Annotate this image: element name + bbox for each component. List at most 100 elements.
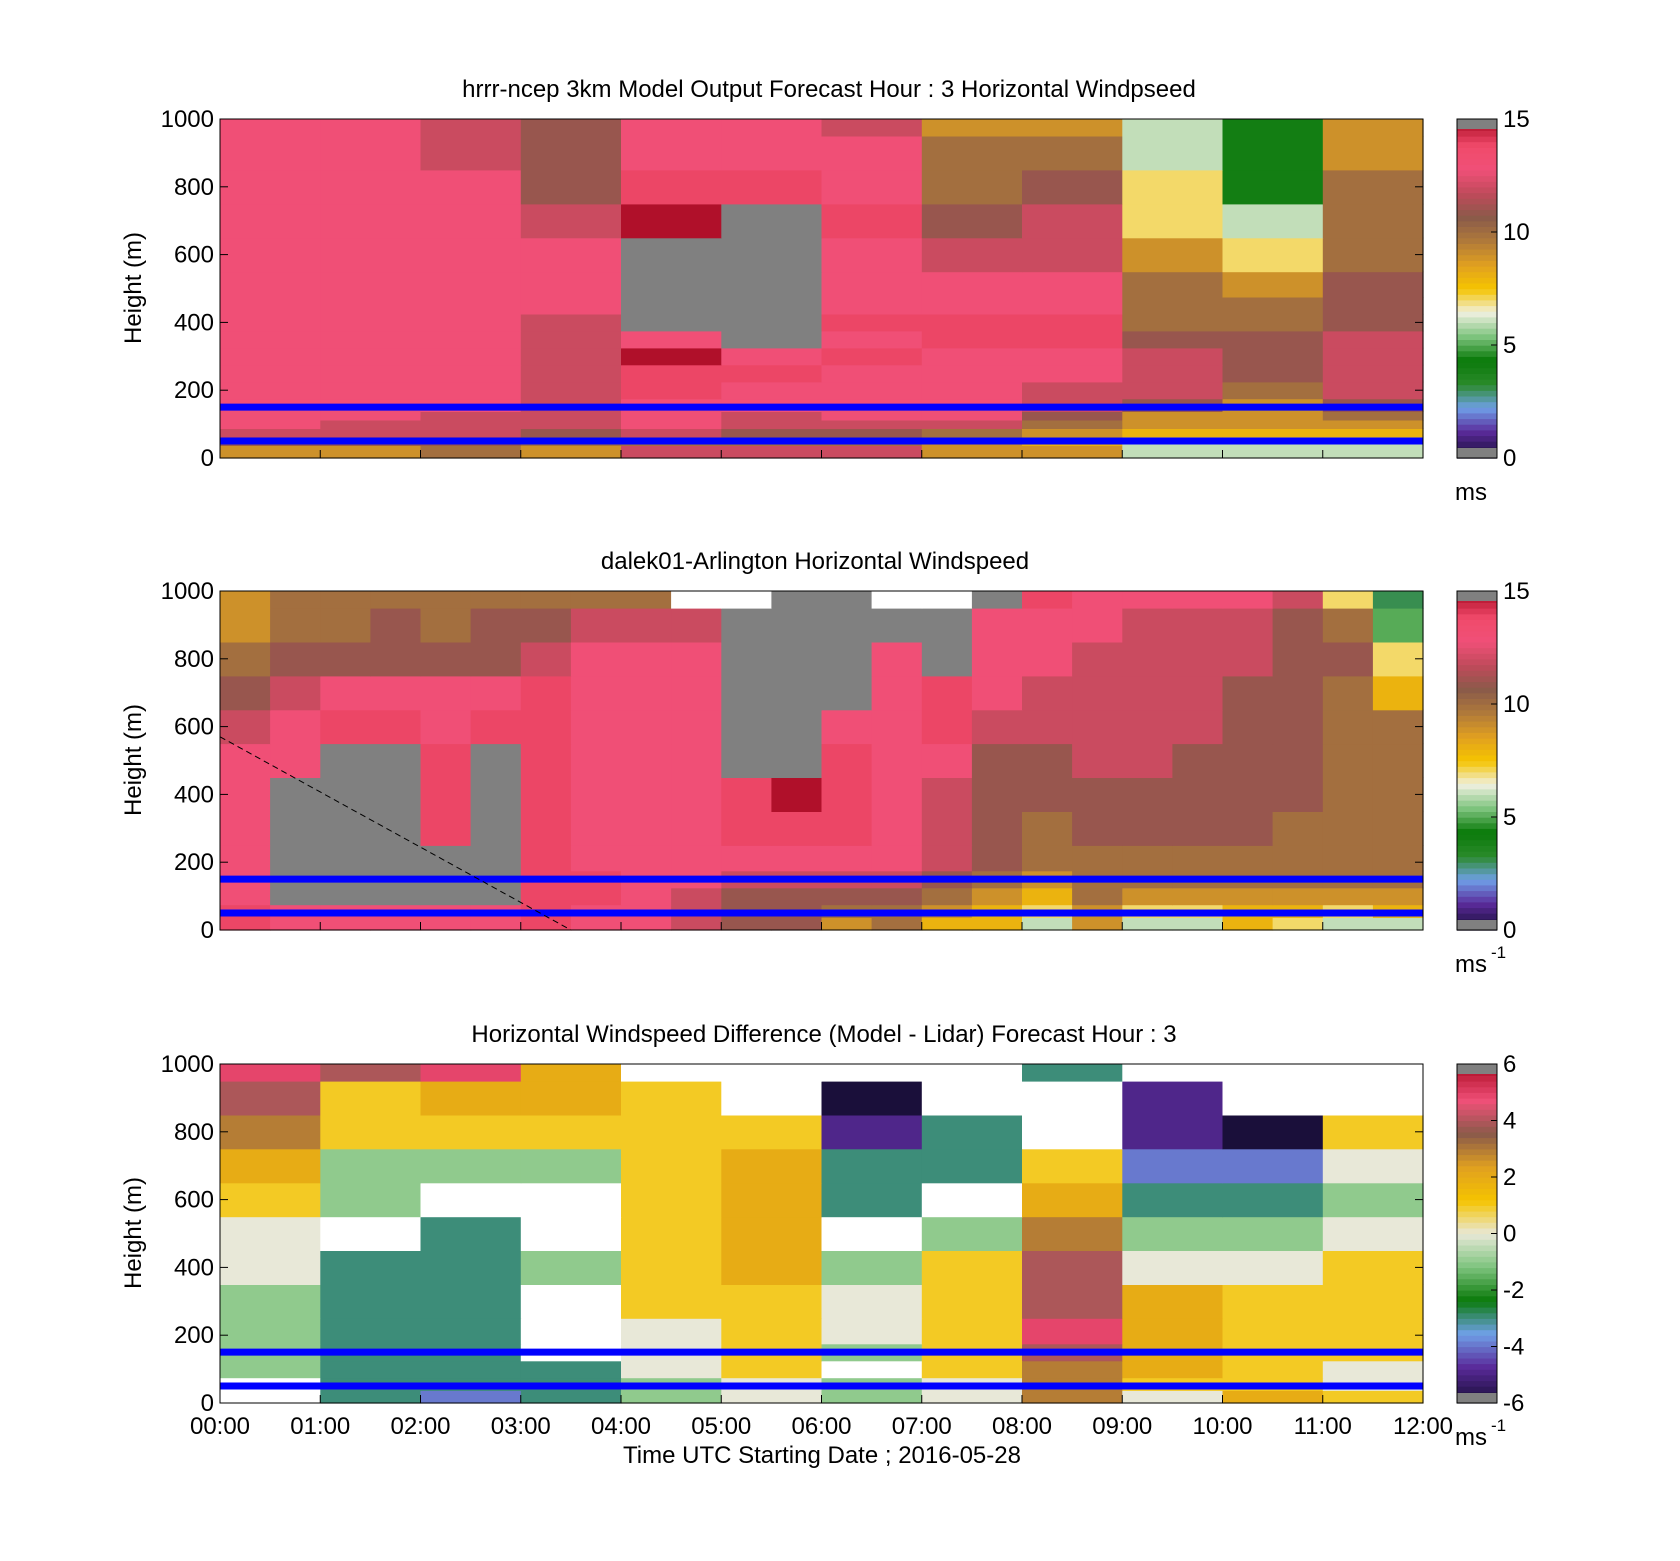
heatmap-cell (921, 119, 1023, 137)
heatmap-cell (721, 1064, 823, 1082)
heatmap-cell (470, 777, 522, 812)
heatmap-cell (621, 887, 672, 906)
heatmap-cell (320, 1114, 422, 1150)
x-tick-label: 10:00 (1192, 1413, 1252, 1440)
colorbar-swatch (1457, 805, 1497, 812)
panel-model-xticks (219, 450, 1424, 458)
heatmap-cell (420, 1216, 522, 1251)
heatmap-cell (921, 419, 1023, 429)
heatmap-cell (520, 381, 622, 400)
heatmap-cell (1072, 811, 1123, 846)
heatmap-cell (1022, 445, 1123, 459)
heatmap-cell (1222, 1250, 1324, 1285)
heatmap-cell (270, 608, 321, 643)
heatmap-cell (771, 675, 823, 711)
y-tick-label: 400 (174, 1254, 214, 1281)
heatmap-cell (621, 445, 722, 459)
heatmap-cell (621, 1216, 722, 1251)
heatmap-cell (771, 608, 823, 643)
colorbar-swatch (1457, 896, 1497, 903)
heatmap-cell (220, 428, 321, 438)
heatmap-cell (370, 887, 422, 906)
heatmap-cell (1372, 845, 1424, 872)
colorbar-swatch (1457, 305, 1497, 312)
heatmap-cell (1222, 1390, 1324, 1404)
heatmap-cell (1222, 887, 1274, 906)
panel-lidar: dalek01-Arlington Horizontal Windspeed 0… (120, 548, 1530, 978)
heatmap-cell (621, 1081, 722, 1116)
heatmap-cell (1222, 641, 1274, 677)
colorbar-swatch (1457, 384, 1497, 391)
colorbar-tick-label: 4 (1503, 1108, 1516, 1135)
colorbar-swatch (1457, 658, 1497, 666)
panel-model-colorbar: 0 5 10 15 ms (1455, 106, 1530, 506)
heatmap-cell (721, 1182, 823, 1218)
heatmap-cell (520, 428, 622, 438)
heatmap-cell (1322, 1360, 1424, 1379)
heatmap-cell (621, 271, 722, 298)
colorbar-swatch (1457, 749, 1497, 756)
heatmap-cell (1322, 1250, 1424, 1285)
heatmap-cell (520, 203, 622, 239)
heatmap-cell (971, 811, 1023, 846)
heatmap-cell (1022, 709, 1073, 745)
colorbar-swatch (1457, 378, 1497, 386)
heatmap-cell (420, 428, 522, 438)
colorbar-swatch (1457, 670, 1497, 677)
heatmap-cell (1272, 887, 1324, 906)
heatmap-cell (1122, 1216, 1224, 1251)
colorbar-swatch (1457, 1182, 1497, 1189)
heatmap-cell (320, 381, 422, 400)
heatmap-cell (721, 271, 823, 298)
colorbar-swatch (1457, 367, 1497, 374)
heatmap-cell (821, 709, 873, 745)
heatmap-cell (520, 135, 622, 171)
heatmap-cell (520, 419, 622, 429)
colorbar-swatch (1457, 203, 1497, 211)
colorbar-swatch (1457, 653, 1497, 660)
colorbar-unit-exponent: -1 (1491, 1416, 1506, 1435)
heatmap-cell (621, 297, 722, 315)
heatmap-cell (721, 1250, 823, 1285)
heatmap-cell (370, 845, 422, 872)
panel-difference-colorbar: -6 -4 -2 0 2 4 6 ms -1 (1455, 1051, 1524, 1451)
heatmap-cell (971, 641, 1023, 677)
heatmap-cell (1122, 1318, 1224, 1345)
heatmap-cell (570, 608, 622, 643)
heatmap-cell (320, 1360, 422, 1379)
heatmap-cell (320, 428, 422, 438)
colorbar-tick-label: 15 (1503, 578, 1530, 605)
heatmap-cell (621, 330, 722, 349)
heatmap-cell (1322, 1081, 1424, 1116)
panel-difference-title: Horizontal Windspeed Difference (Model -… (471, 1021, 1176, 1048)
heatmap-cell (1122, 203, 1224, 239)
heatmap-cell (621, 1250, 722, 1285)
heatmap-cell (1222, 203, 1324, 239)
colorbar-swatch (1457, 890, 1497, 897)
heatmap-cell (1322, 271, 1424, 298)
heatmap-cell (520, 675, 572, 711)
heatmap-cell (821, 237, 923, 273)
heatmap-cell (570, 743, 622, 778)
colorbar-swatch (1457, 811, 1497, 818)
heatmap-cell (470, 591, 522, 609)
heatmap-cell (320, 641, 371, 677)
colorbar-swatch (1457, 721, 1497, 728)
heatmap-cell (470, 675, 522, 711)
colorbar-swatch (1457, 288, 1497, 295)
colorbar-swatch (1457, 1261, 1497, 1269)
colorbar-cap (1457, 448, 1497, 458)
heatmap-cell (520, 364, 622, 383)
colorbar-tick-label: 0 (1503, 445, 1516, 472)
colorbar-swatch (1457, 339, 1497, 346)
heatmap-cell (570, 777, 622, 812)
heatmap-cell (520, 1216, 622, 1251)
heatmap-cell (1172, 641, 1224, 677)
heatmap-cell (220, 445, 321, 459)
heatmap-cell (1122, 709, 1173, 745)
heatmap-cell (520, 237, 622, 273)
heatmap-cell (1022, 347, 1123, 366)
colorbar-tick-label: 0 (1503, 917, 1516, 944)
heatmap-cell (1022, 1182, 1123, 1218)
